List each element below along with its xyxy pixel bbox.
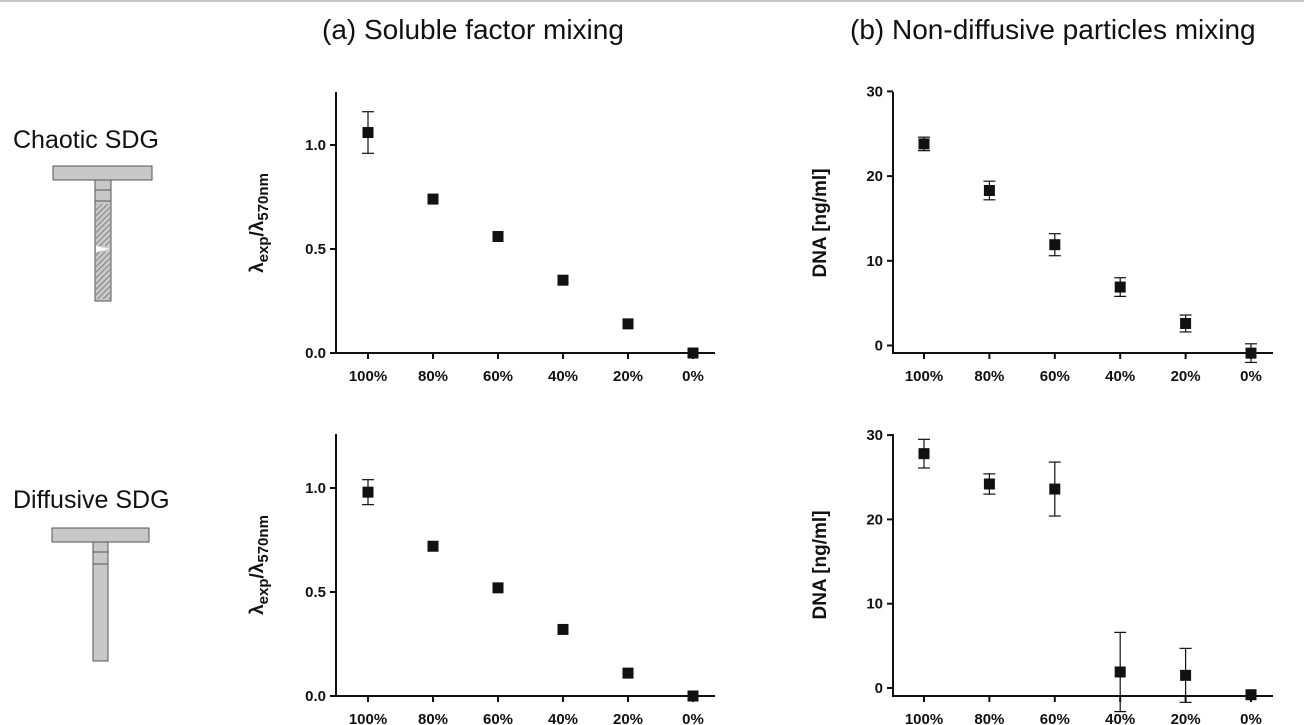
a-diffusive-data-point: [362, 486, 374, 498]
a-diffusive-xtick-label: 80%: [418, 711, 448, 725]
a-diffusive-xtick-label: 20%: [613, 711, 643, 725]
a-diffusive-y-axis-title: λexp/λ570nm: [247, 515, 272, 615]
a-diffusive-data-point: [687, 690, 699, 702]
b-chaotic-data-point: [983, 184, 995, 196]
a-chaotic-xtick-label: 100%: [349, 368, 387, 385]
b-diffusive-y-axis-title: DNA [ng/ml]: [810, 510, 831, 619]
b-diffusive-ytick-label: 0: [875, 680, 883, 697]
b-chaotic-xtick-label: 60%: [1040, 368, 1070, 385]
b-chaotic-ytick-label: 20: [866, 168, 883, 185]
a-chaotic-data-point: [622, 318, 634, 330]
b-diffusive-xtick-label: 60%: [1040, 711, 1070, 725]
b-diffusive-xtick-label: 20%: [1171, 711, 1201, 725]
a-chaotic-xtick-label: 0%: [682, 368, 704, 385]
a-diffusive-ytick-label: 0.5: [305, 584, 326, 601]
b-chaotic-ytick-label: 10: [866, 253, 883, 270]
b-chaotic-y-axis-title: DNA [ng/ml]: [810, 168, 831, 277]
a-diffusive-xtick-label: 0%: [682, 711, 704, 725]
a-diffusive-data-point: [492, 582, 504, 594]
a-chaotic-ytick-label: 0.0: [305, 345, 326, 362]
b-diffusive-xtick-label: 80%: [974, 711, 1004, 725]
b-chaotic-ytick-label: 30: [866, 83, 883, 100]
a-diffusive-data-point: [557, 623, 569, 635]
b-chaotic-data-point: [918, 138, 930, 150]
b-diffusive-xtick-label: 40%: [1105, 711, 1135, 725]
b-diffusive-data-point: [918, 448, 930, 460]
panel-b-title: (b) Non-diffusive particles mixing: [850, 14, 1256, 45]
a-chaotic-data-point: [557, 274, 569, 286]
a-diffusive-data-point: [622, 667, 634, 679]
a-chaotic-data-point: [687, 347, 699, 359]
a-diffusive-xtick-label: 100%: [349, 711, 387, 725]
a-chaotic-data-point: [362, 127, 374, 139]
b-diffusive-ytick-label: 10: [866, 596, 883, 613]
a-chaotic-xtick-label: 20%: [613, 368, 643, 385]
a-diffusive-xtick-label: 60%: [483, 711, 513, 725]
b-diffusive-data-point: [1180, 669, 1192, 681]
b-chaotic-data-point: [1114, 281, 1126, 293]
a-diffusive-ytick-label: 0.0: [305, 688, 326, 705]
top-rule: [0, 0, 1304, 2]
a-diffusive-data-point: [427, 540, 439, 552]
a-diffusive-ytick-label: 1.0: [305, 480, 326, 497]
b-diffusive-xtick-label: 100%: [905, 711, 943, 725]
a-chaotic-data-point: [492, 231, 504, 243]
b-chaotic-xtick-label: 20%: [1171, 368, 1201, 385]
a-chaotic-ytick-label: 0.5: [305, 241, 326, 258]
b-chaotic-xtick-label: 100%: [905, 368, 943, 385]
b-diffusive-data-point: [983, 478, 995, 490]
b-diffusive-data-point: [1245, 689, 1257, 701]
b-diffusive-ytick-label: 20: [866, 511, 883, 528]
b-chaotic-xtick-label: 80%: [974, 368, 1004, 385]
b-chaotic-xtick-label: 40%: [1105, 368, 1135, 385]
a-diffusive-xtick-label: 40%: [548, 711, 578, 725]
chaotic-sdg-label: Chaotic SDG: [13, 126, 159, 154]
b-diffusive-ytick-label: 30: [866, 427, 883, 444]
a-chaotic-data-point: [427, 193, 439, 205]
b-chaotic-data-point: [1180, 317, 1192, 329]
b-diffusive-xtick-label: 0%: [1240, 711, 1262, 725]
panel-a-title: (a) Soluble factor mixing: [322, 14, 624, 45]
b-chaotic-data-point: [1245, 347, 1257, 359]
b-diffusive-data-point: [1049, 483, 1061, 495]
a-chaotic-ytick-label: 1.0: [305, 137, 326, 154]
a-chaotic-xtick-label: 80%: [418, 368, 448, 385]
b-diffusive-data-point: [1114, 666, 1126, 678]
b-chaotic-ytick-label: 0: [875, 338, 883, 355]
a-chaotic-y-axis-title: λexp/λ570nm: [247, 173, 272, 273]
b-chaotic-data-point: [1049, 239, 1061, 251]
b-chaotic-xtick-label: 0%: [1240, 368, 1262, 385]
diffusive-sdg-label: Diffusive SDG: [13, 486, 170, 514]
a-chaotic-xtick-label: 40%: [548, 368, 578, 385]
a-chaotic-xtick-label: 60%: [483, 368, 513, 385]
